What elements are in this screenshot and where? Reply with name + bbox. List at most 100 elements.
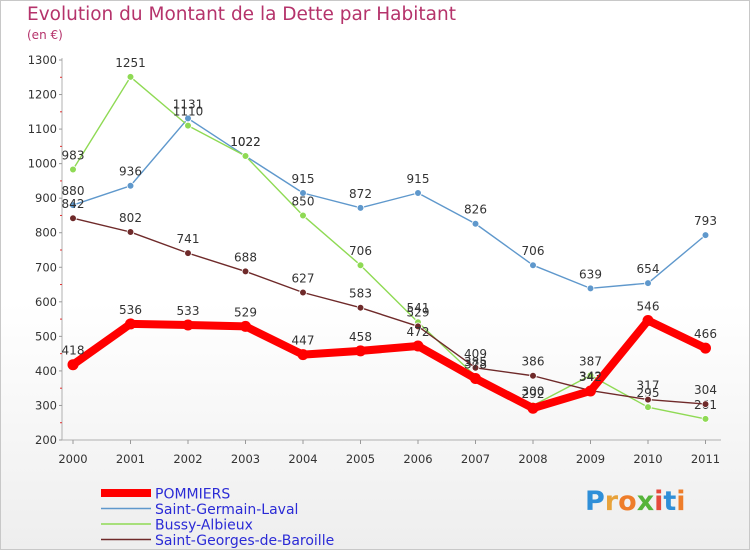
data-label: 295 bbox=[637, 386, 660, 400]
unit-label: (en €) bbox=[27, 28, 63, 42]
data-label: 915 bbox=[407, 172, 430, 186]
data-label: 529 bbox=[234, 305, 257, 319]
logo-letter: x bbox=[636, 486, 655, 517]
data-point bbox=[67, 359, 79, 371]
data-point bbox=[527, 402, 539, 414]
data-label: 529 bbox=[407, 305, 430, 319]
data-label: 300 bbox=[522, 384, 545, 398]
series-line bbox=[72, 217, 707, 405]
logo-letter: i bbox=[676, 486, 686, 517]
data-label: 802 bbox=[119, 211, 142, 225]
data-point bbox=[69, 201, 77, 209]
data-label: 639 bbox=[579, 267, 602, 281]
data-point bbox=[299, 211, 307, 220]
proxiti-logo: Proxiti bbox=[585, 486, 686, 517]
y-tick-label: 1200 bbox=[28, 88, 57, 102]
data-point bbox=[125, 318, 136, 330]
x-tick-label: 2006 bbox=[403, 452, 432, 466]
data-point bbox=[700, 342, 711, 354]
data-point bbox=[414, 322, 422, 331]
y-tick-label: 1000 bbox=[28, 157, 57, 171]
data-point bbox=[126, 228, 135, 236]
data-label: 1251 bbox=[115, 56, 146, 70]
data-label: 466 bbox=[694, 327, 717, 341]
data-point bbox=[644, 403, 652, 411]
data-point bbox=[701, 231, 710, 239]
y-tick-label: 200 bbox=[35, 433, 57, 447]
data-label: 386 bbox=[522, 355, 545, 369]
series-bussy-albieux: 983125111101022850706541385300387295261 bbox=[62, 56, 717, 423]
y-tick-label: 600 bbox=[35, 295, 57, 309]
data-point bbox=[299, 288, 307, 297]
data-point bbox=[241, 152, 250, 160]
series-line bbox=[69, 316, 710, 413]
x-tick-label: 2011 bbox=[691, 452, 720, 466]
data-point bbox=[241, 267, 250, 276]
data-label: 826 bbox=[464, 203, 487, 217]
x-tick-label: 2004 bbox=[288, 452, 317, 466]
data-label: 1110 bbox=[173, 105, 204, 119]
data-point bbox=[355, 345, 366, 357]
data-point bbox=[414, 189, 422, 197]
data-label: 850 bbox=[292, 194, 315, 208]
legend-label: POMMIERS bbox=[155, 487, 230, 503]
data-point bbox=[586, 284, 595, 293]
data-point bbox=[644, 395, 652, 404]
y-tick-label: 300 bbox=[35, 398, 57, 412]
chart-title: Evolution du Montant de la Dette par Hab… bbox=[27, 4, 456, 25]
data-label: 342 bbox=[579, 370, 602, 384]
data-label: 583 bbox=[349, 287, 372, 301]
y-tick-label: 1100 bbox=[28, 122, 57, 136]
x-tick-label: 2002 bbox=[173, 452, 202, 466]
logo-letter: o bbox=[618, 486, 637, 517]
series-line bbox=[72, 117, 707, 290]
data-label: 541 bbox=[407, 301, 430, 315]
logo-letter: P bbox=[585, 486, 605, 517]
x-tick-label: 2005 bbox=[346, 452, 375, 466]
y-tick-label: 500 bbox=[35, 329, 57, 343]
x-tick-label: 2010 bbox=[633, 452, 662, 466]
data-label: 688 bbox=[234, 250, 257, 264]
data-label: 793 bbox=[694, 214, 717, 228]
y-tick-label: 700 bbox=[35, 260, 57, 274]
data-point bbox=[184, 249, 192, 257]
x-tick-label: 2008 bbox=[518, 452, 547, 466]
data-point bbox=[412, 340, 424, 352]
data-label: 418 bbox=[62, 344, 85, 358]
data-point bbox=[240, 320, 251, 332]
data-point bbox=[356, 261, 365, 270]
data-point bbox=[356, 204, 365, 212]
y-tick-label: 400 bbox=[35, 364, 57, 378]
data-label: 385 bbox=[464, 355, 487, 369]
data-label: 387 bbox=[579, 354, 602, 368]
series-saint-germain-laval: 880 936 1131 1022 915 872 915 826 706 639 654 793 bbox=[62, 97, 717, 293]
data-label: 378 bbox=[464, 358, 487, 372]
logo-letter: r bbox=[604, 486, 619, 517]
data-label: 1022 bbox=[230, 135, 261, 149]
data-label: 447 bbox=[292, 334, 315, 348]
data-label: 458 bbox=[349, 330, 372, 344]
data-label: 872 bbox=[349, 187, 372, 201]
data-label: 304 bbox=[694, 383, 717, 397]
data-label: 741 bbox=[177, 232, 200, 246]
logo-letter: i bbox=[654, 486, 664, 517]
x-tick-label: 2001 bbox=[116, 452, 145, 466]
legend-label: Bussy-Albieux bbox=[155, 518, 253, 534]
y-tick-label: 900 bbox=[35, 191, 57, 205]
data-point bbox=[586, 371, 595, 380]
data-label: 536 bbox=[119, 303, 142, 317]
data-point bbox=[69, 214, 77, 223]
data-point bbox=[529, 371, 537, 380]
x-tick-label: 2009 bbox=[576, 452, 605, 466]
data-point bbox=[299, 189, 307, 197]
data-label: 472 bbox=[407, 325, 430, 339]
data-point bbox=[701, 400, 710, 408]
data-point bbox=[126, 181, 135, 190]
data-point bbox=[701, 415, 710, 423]
y-tick-label: 1300 bbox=[28, 53, 57, 67]
x-tick-label: 2000 bbox=[58, 452, 87, 466]
legend-label: Saint-Germain-Laval bbox=[155, 502, 298, 518]
data-point bbox=[69, 165, 77, 174]
